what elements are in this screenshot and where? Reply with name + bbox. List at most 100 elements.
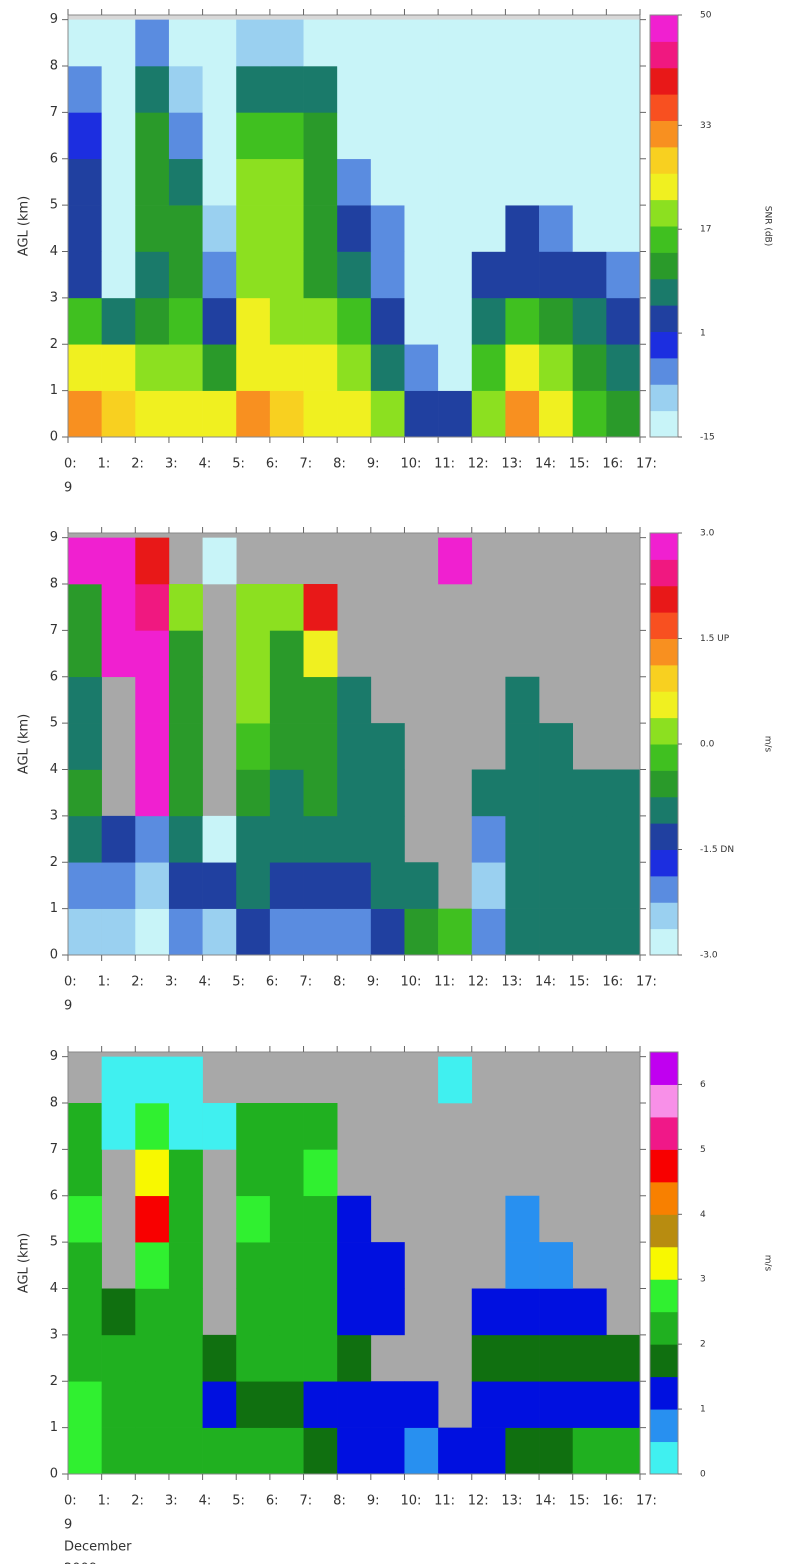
heat-cell — [168, 112, 203, 160]
colorbar-tick-label: 5 — [700, 1145, 706, 1155]
heat-cell — [471, 344, 506, 391]
x-tick-label: 9: — [367, 975, 380, 990]
colorbar-swatch — [650, 252, 678, 280]
heat-cell — [606, 1334, 641, 1382]
colorbar-swatch — [650, 278, 678, 306]
y-axis-label: AGL (km) — [17, 196, 32, 256]
x-tick-label: 1: — [98, 1494, 111, 1509]
heat-cell — [606, 344, 641, 391]
x-tick-label: 2: — [131, 975, 144, 990]
colorbar-tick-label: 0 — [700, 1470, 706, 1480]
heat-cell — [404, 344, 439, 391]
heat-cell — [236, 769, 271, 817]
heat-cell — [135, 297, 170, 345]
plot-frame — [67, 532, 641, 956]
colorbar-swatch — [650, 1214, 678, 1248]
heat-cell — [337, 676, 372, 724]
x-tick-label: 14: — [535, 1494, 556, 1509]
date-label: December — [64, 1540, 132, 1555]
heat-cell — [202, 390, 237, 438]
heat-cell — [404, 158, 439, 206]
heat-cell — [404, 251, 439, 299]
heat-cell — [572, 908, 607, 956]
heat-cell — [168, 1427, 203, 1475]
colorbar-swatch — [650, 928, 678, 956]
heat-cell — [539, 815, 574, 863]
y-tick-label: 0 — [50, 430, 58, 445]
colorbar-tick-label: 6 — [700, 1080, 706, 1090]
heat-cell — [505, 1242, 540, 1289]
heat-cell — [135, 862, 170, 909]
colorbar-tick-label: 0.0 — [700, 740, 715, 750]
heat-cell — [606, 297, 641, 345]
heat-cell — [101, 390, 136, 438]
heat-cell — [606, 251, 641, 299]
heat-cell — [101, 1427, 136, 1475]
heat-cell — [438, 158, 473, 206]
x-tick-label: 6: — [266, 457, 279, 472]
heat-cell — [202, 908, 237, 956]
colorbar-swatch — [650, 384, 678, 412]
colorbar-swatch — [650, 559, 678, 587]
heat-cell — [606, 390, 641, 438]
date-label: 9 — [64, 999, 72, 1014]
colorbar-swatch — [650, 305, 678, 332]
heat-cell — [505, 676, 540, 724]
heat-cell — [370, 1242, 405, 1289]
colorbar-swatch — [650, 1116, 678, 1150]
x-tick-label: 1: — [98, 975, 111, 990]
y-tick-label: 3 — [50, 808, 58, 823]
colorbar-swatch — [650, 1052, 678, 1085]
heat-cell — [68, 815, 102, 863]
heat-cell — [68, 251, 102, 299]
heat-cell — [101, 205, 136, 252]
colorbar-swatch — [650, 1084, 678, 1118]
x-tick-label: 7: — [300, 1494, 313, 1509]
y-axis-label: AGL (km) — [17, 1233, 32, 1293]
heat-cell — [202, 297, 237, 345]
heat-cell — [101, 1334, 136, 1382]
heat-cell — [303, 1242, 338, 1289]
heat-cell — [236, 390, 271, 438]
heat-cell — [505, 344, 540, 391]
date-label: 9 — [64, 481, 72, 496]
heat-cell — [168, 390, 203, 438]
heat-cell — [505, 1381, 540, 1428]
x-tick-label: 6: — [266, 1494, 279, 1509]
y-tick-label: 1 — [50, 383, 58, 398]
heat-cell — [471, 112, 506, 160]
heat-cell — [269, 19, 304, 67]
heat-cell — [68, 1103, 102, 1150]
heat-cell — [236, 723, 271, 770]
heat-cell — [202, 19, 237, 67]
heat-cell — [101, 1056, 136, 1104]
heat-cell — [269, 1381, 304, 1428]
heat-cell — [606, 815, 641, 863]
x-tick-label: 2: — [131, 457, 144, 472]
heat-cell — [438, 390, 473, 438]
heat-cell — [135, 251, 170, 299]
heat-cell — [505, 1427, 540, 1475]
heat-cell — [370, 66, 405, 113]
heat-cell — [68, 158, 102, 206]
heat-cell — [471, 1381, 506, 1428]
heat-cell — [404, 908, 439, 956]
heat-cell — [168, 630, 203, 678]
heat-cell — [236, 630, 271, 678]
heat-cell — [269, 1195, 304, 1243]
heat-cell — [471, 1427, 506, 1475]
heat-cell — [68, 862, 102, 909]
colorbar-tick-label: 33 — [700, 121, 711, 131]
colorbar-swatch — [650, 1279, 678, 1313]
heat-cell — [303, 1288, 338, 1336]
heat-cell — [572, 344, 607, 391]
x-tick-label: 16: — [602, 975, 623, 990]
x-tick-label: 15: — [569, 457, 590, 472]
heat-cell — [539, 390, 574, 438]
heat-cell — [168, 66, 203, 113]
heat-cell — [337, 1334, 372, 1382]
x-tick-label: 10: — [400, 1494, 421, 1509]
heat-cell — [269, 1242, 304, 1289]
heat-cell — [101, 344, 136, 391]
y-tick-label: 2 — [50, 337, 58, 352]
